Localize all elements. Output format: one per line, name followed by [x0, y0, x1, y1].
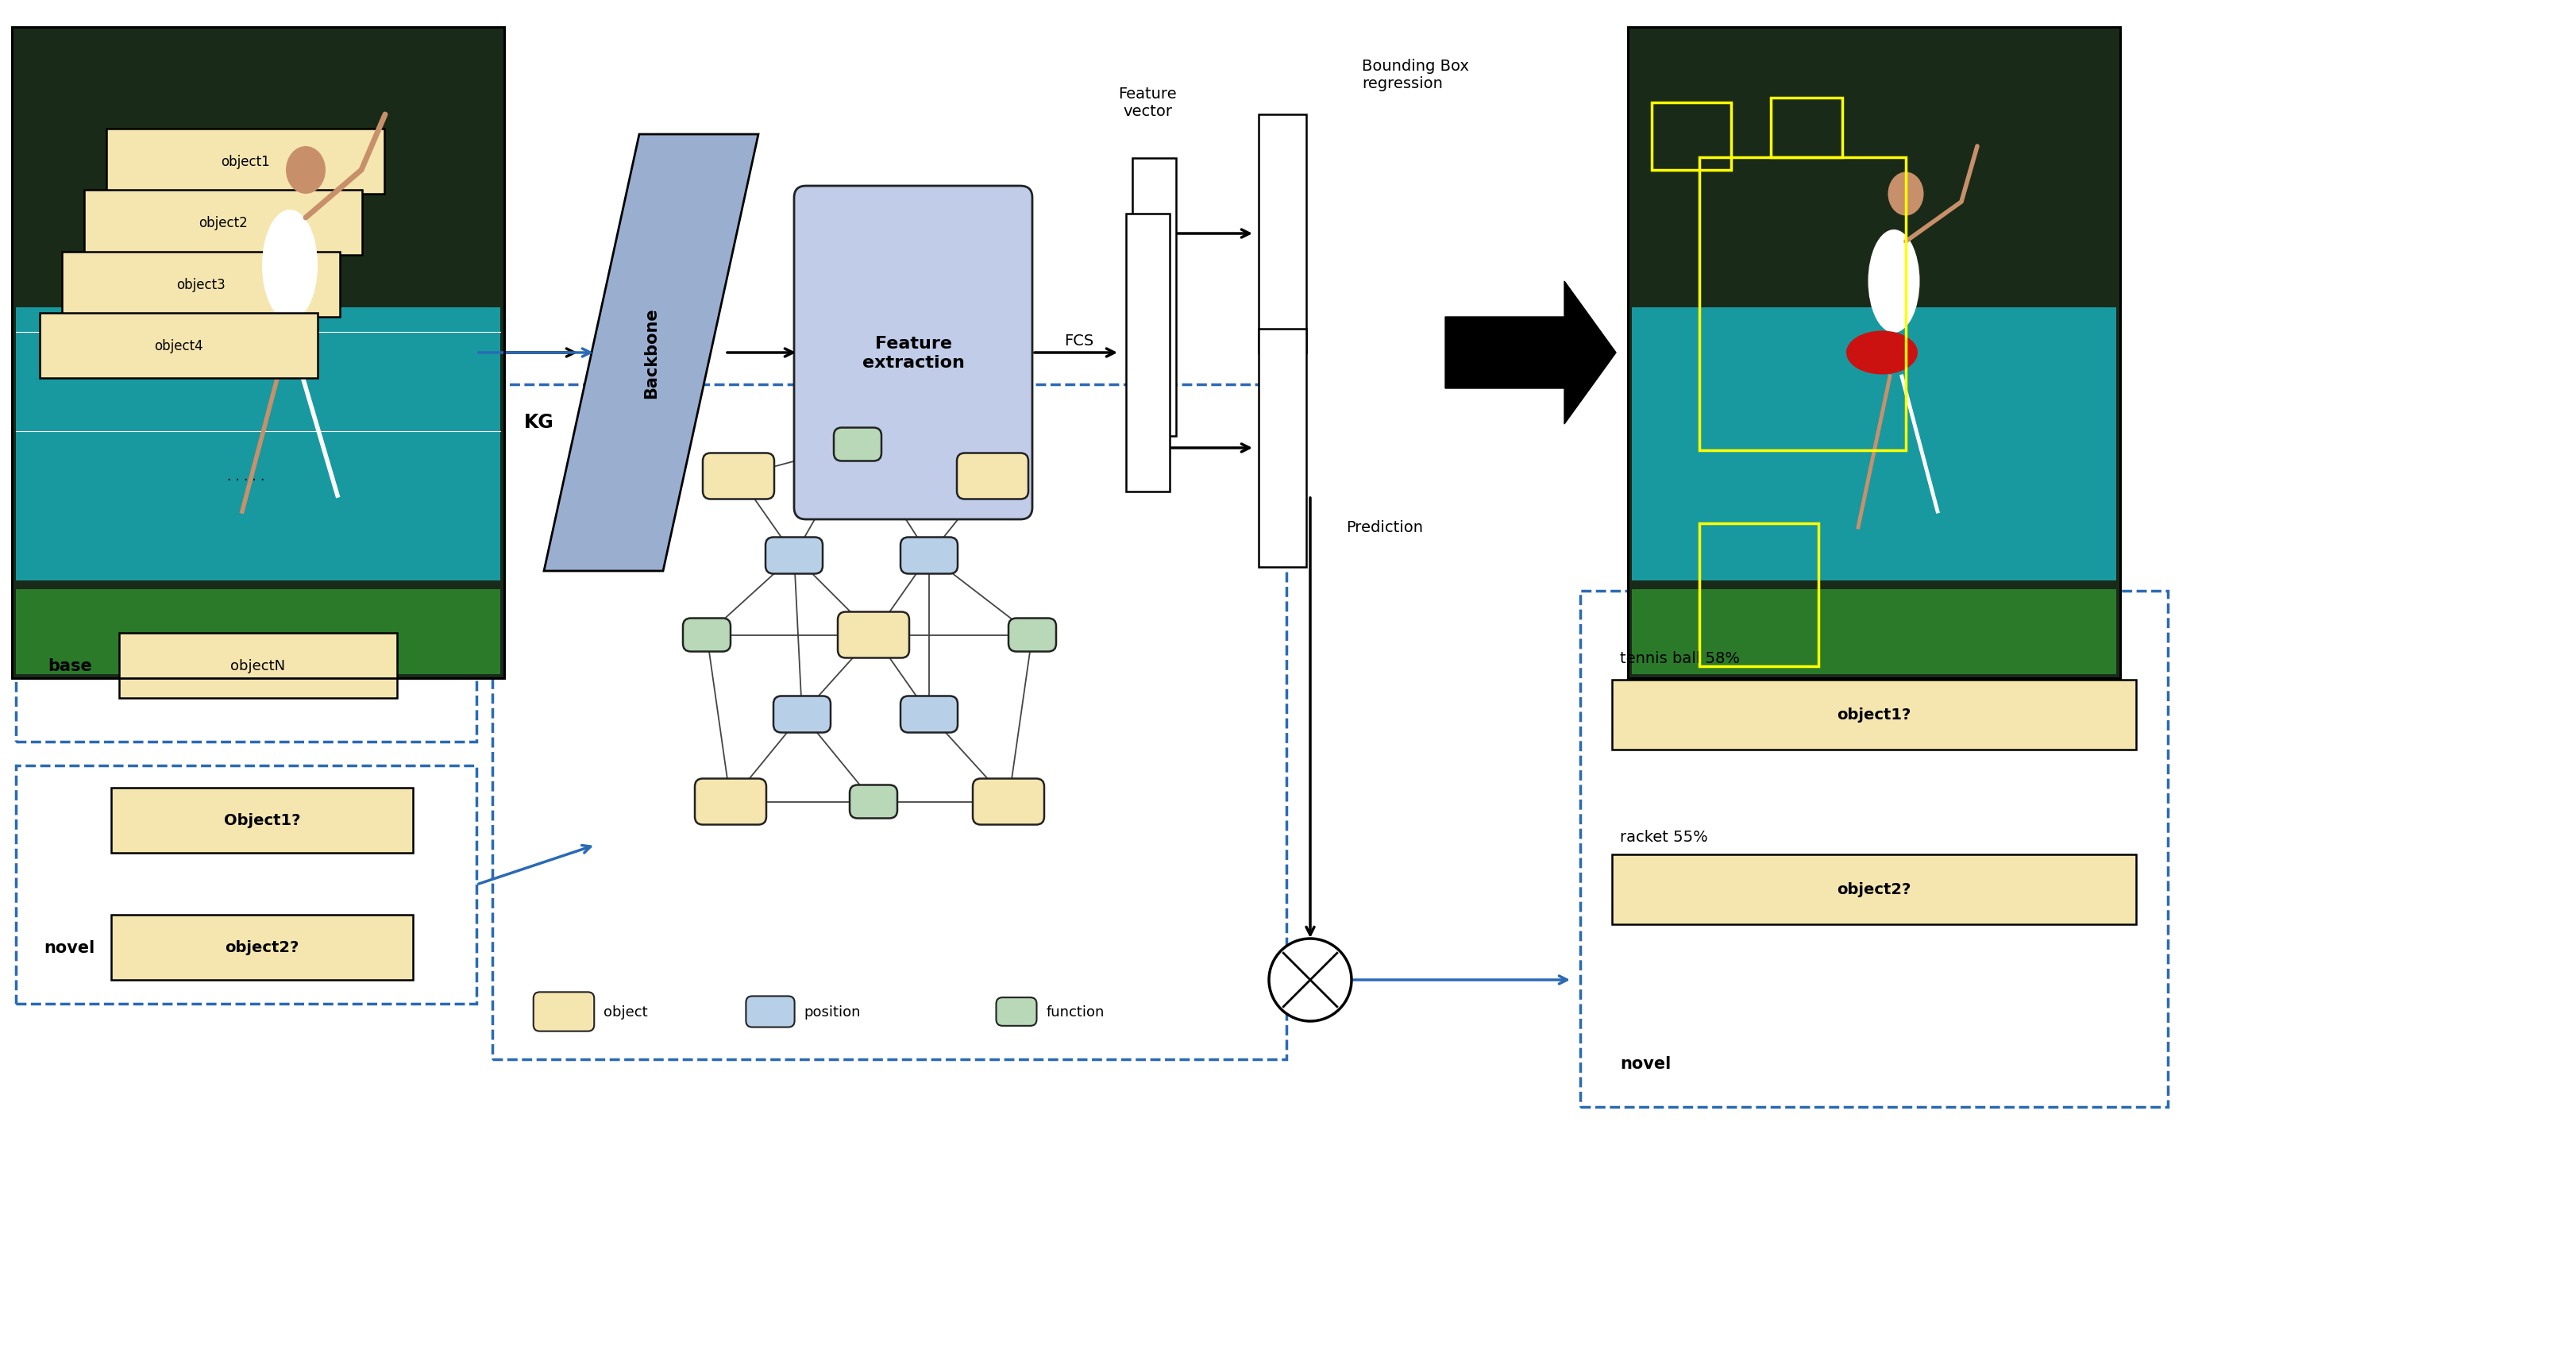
- Text: Object1?: Object1?: [224, 813, 301, 827]
- Text: . . . . .: . . . . .: [227, 470, 265, 483]
- FancyBboxPatch shape: [793, 186, 1033, 520]
- Text: position: position: [804, 1004, 860, 1019]
- FancyBboxPatch shape: [696, 778, 765, 825]
- Text: object1?: object1?: [1837, 708, 1911, 723]
- Text: FCS: FCS: [1064, 333, 1095, 348]
- FancyBboxPatch shape: [1631, 589, 2117, 675]
- Ellipse shape: [234, 313, 314, 361]
- FancyBboxPatch shape: [683, 619, 732, 652]
- FancyBboxPatch shape: [106, 129, 384, 195]
- FancyBboxPatch shape: [15, 41, 500, 321]
- FancyBboxPatch shape: [850, 785, 896, 818]
- FancyBboxPatch shape: [1126, 214, 1170, 493]
- Text: Prediction: Prediction: [1347, 520, 1422, 535]
- Text: object: object: [603, 1004, 649, 1019]
- Ellipse shape: [1888, 173, 1924, 216]
- FancyBboxPatch shape: [956, 453, 1028, 499]
- Circle shape: [1270, 939, 1352, 1021]
- FancyBboxPatch shape: [1260, 329, 1306, 568]
- Ellipse shape: [1847, 331, 1917, 376]
- FancyBboxPatch shape: [703, 453, 775, 499]
- FancyBboxPatch shape: [118, 633, 397, 698]
- FancyBboxPatch shape: [39, 313, 317, 378]
- Text: tennis ball 58%: tennis ball 58%: [1620, 651, 1739, 667]
- Text: object1: object1: [222, 155, 270, 169]
- FancyBboxPatch shape: [1131, 159, 1175, 437]
- Text: KG: KG: [523, 412, 554, 431]
- Text: racket 55%: racket 55%: [1620, 830, 1708, 845]
- Text: object4: object4: [155, 339, 204, 352]
- Text: Bounding Box
regression: Bounding Box regression: [1363, 59, 1468, 91]
- Text: object2?: object2?: [1837, 882, 1911, 897]
- FancyBboxPatch shape: [15, 589, 500, 675]
- Text: novel: novel: [44, 939, 95, 955]
- Text: object2?: object2?: [224, 940, 299, 955]
- FancyBboxPatch shape: [837, 612, 909, 659]
- FancyBboxPatch shape: [1260, 116, 1306, 352]
- Text: function: function: [1046, 1004, 1105, 1019]
- FancyBboxPatch shape: [111, 788, 412, 853]
- Ellipse shape: [1868, 230, 1919, 333]
- FancyBboxPatch shape: [1007, 619, 1056, 652]
- FancyBboxPatch shape: [974, 778, 1043, 825]
- FancyBboxPatch shape: [533, 992, 595, 1032]
- Text: Feature
extraction: Feature extraction: [863, 336, 963, 370]
- Text: novel: novel: [1620, 1056, 1672, 1071]
- FancyBboxPatch shape: [85, 191, 363, 256]
- FancyBboxPatch shape: [773, 697, 829, 732]
- FancyBboxPatch shape: [997, 998, 1036, 1026]
- FancyBboxPatch shape: [1628, 27, 2120, 679]
- FancyBboxPatch shape: [1613, 680, 2136, 750]
- Polygon shape: [544, 135, 757, 572]
- Text: object3: object3: [175, 278, 227, 291]
- FancyBboxPatch shape: [1631, 308, 2117, 581]
- Text: Backbone: Backbone: [644, 308, 659, 399]
- FancyBboxPatch shape: [111, 915, 412, 980]
- FancyBboxPatch shape: [765, 538, 822, 574]
- FancyBboxPatch shape: [902, 538, 958, 574]
- Text: Feature
vector: Feature vector: [1118, 87, 1177, 118]
- FancyBboxPatch shape: [1613, 855, 2136, 924]
- FancyArrow shape: [1445, 282, 1615, 425]
- FancyBboxPatch shape: [15, 308, 500, 581]
- FancyBboxPatch shape: [62, 252, 340, 317]
- FancyBboxPatch shape: [13, 27, 505, 679]
- Text: objectN: objectN: [232, 659, 286, 672]
- Text: base: base: [46, 657, 93, 674]
- Ellipse shape: [263, 211, 317, 321]
- FancyBboxPatch shape: [747, 996, 793, 1028]
- Text: object2: object2: [198, 216, 247, 230]
- FancyBboxPatch shape: [902, 697, 958, 732]
- FancyBboxPatch shape: [1631, 41, 2117, 321]
- FancyBboxPatch shape: [835, 429, 881, 461]
- Ellipse shape: [286, 147, 325, 195]
